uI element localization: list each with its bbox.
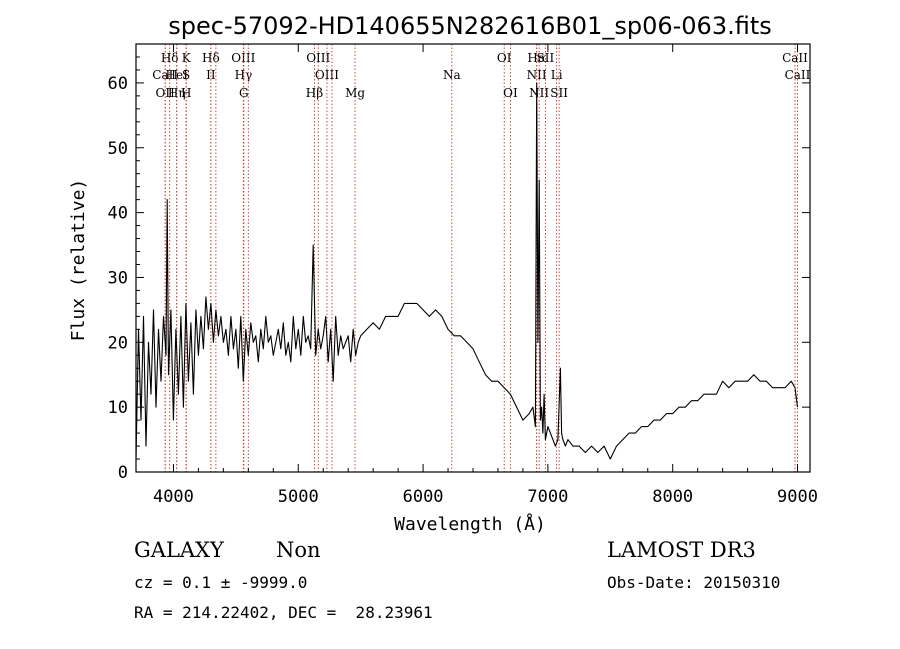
x-tick-label: 4000	[153, 487, 194, 507]
x-tick-label: 8000	[652, 487, 693, 507]
line-marker-label: NII	[527, 68, 547, 82]
y-tick-label: 60	[108, 74, 128, 94]
line-marker-label: CaII	[785, 68, 811, 82]
line-marker-label: HeI	[166, 68, 189, 82]
line-marker-label: OI	[497, 51, 512, 65]
x-axis-label: Wavelength (Å)	[394, 513, 546, 535]
obs-date-line: Obs-Date: 20150310	[607, 573, 781, 592]
line-marker-label: Li	[551, 68, 563, 82]
y-tick-label: 30	[108, 268, 128, 288]
line-marker-label: H	[181, 86, 191, 100]
y-tick-label: 50	[108, 139, 128, 159]
line-marker-label: OIII	[306, 51, 330, 65]
survey-label: LAMOST DR3	[607, 538, 756, 562]
line-marker-label: OIII	[315, 68, 339, 82]
line-marker-label: OI	[503, 86, 518, 100]
line-marker-label: Hδ	[161, 51, 179, 65]
coordinates-line: RA = 214.22402, DEC = 28.23961	[134, 603, 433, 622]
series-layer	[135, 82, 799, 460]
line-marker-label: CaII	[152, 68, 178, 82]
line-marker-label: Mg	[345, 86, 365, 100]
line-marker-label: II	[206, 68, 216, 82]
line-marker-label: G	[239, 86, 249, 100]
object-subclass: Non	[276, 538, 321, 562]
line-marker-label: NII	[529, 86, 549, 100]
line-marker-label: K	[182, 51, 192, 65]
line-marker-label: Hγ	[235, 68, 253, 82]
line-marker-label: CaII	[782, 51, 808, 65]
y-tick-label: 20	[108, 333, 128, 353]
spectrum-line-0	[135, 82, 799, 460]
y-tick-label: 10	[108, 398, 128, 418]
line-marker-label: SII	[550, 86, 568, 100]
line-marker-label: Hβ	[306, 86, 323, 100]
x-tick-label: 7000	[527, 487, 568, 507]
x-tick-label: 9000	[777, 487, 818, 507]
line-markers: CaIIOIIHδHeIHηKSHHδIIOIIIHγGHβOIIIOIIIMg…	[152, 44, 811, 472]
line-marker-label: OII	[156, 86, 176, 100]
x-tick-label: 5000	[278, 487, 319, 507]
line-marker-label: S	[182, 68, 190, 82]
line-marker-label: Hη	[168, 86, 186, 100]
y-axis-label: Flux (relative)	[68, 179, 89, 342]
plot-frame	[135, 43, 811, 473]
y-tick-label: 0	[118, 463, 128, 483]
line-marker-label: Na	[443, 68, 461, 82]
line-marker-label: SII	[537, 51, 555, 65]
x-tick-label: 6000	[403, 487, 444, 507]
chart-title: spec-57092-HD140655N282616B01_sp06-063.f…	[168, 12, 772, 40]
redshift-line: cz = 0.1 ± -9999.0	[134, 573, 308, 592]
object-class: GALAXY	[134, 538, 224, 562]
axis-ticks: 4000 5000 6000 7000 8000 9000 0 10 20 30 40 50 60	[108, 44, 818, 507]
y-tick-label: 40	[108, 204, 128, 224]
